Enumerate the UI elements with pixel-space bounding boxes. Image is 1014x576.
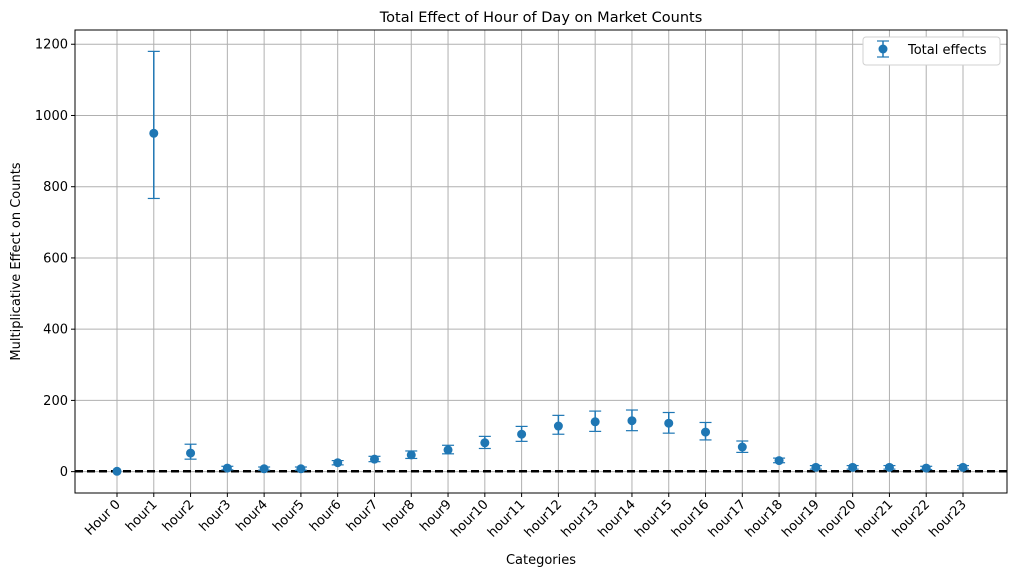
data-point bbox=[186, 448, 196, 458]
x-tick-label: hour7 bbox=[344, 497, 382, 535]
data-point bbox=[958, 462, 968, 472]
x-tick-label: hour13 bbox=[559, 497, 602, 540]
plot-area-border bbox=[74, 29, 1008, 494]
data-point bbox=[296, 464, 306, 474]
y-tick-label: 1200 bbox=[35, 38, 68, 53]
x-tick-label: hour18 bbox=[743, 497, 786, 540]
data-point bbox=[774, 456, 784, 466]
y-axis-label: Multiplicative Effect on Counts bbox=[9, 162, 24, 360]
x-tick-label: hour12 bbox=[522, 497, 565, 540]
x-tick-label: hour15 bbox=[632, 497, 675, 540]
x-tick-label: Hour 0 bbox=[82, 497, 124, 539]
data-point bbox=[517, 429, 527, 439]
x-tick-label: hour21 bbox=[853, 497, 896, 540]
x-tick-label: hour10 bbox=[448, 497, 491, 540]
legend-entry-total-effects: Total effects bbox=[907, 43, 987, 58]
y-tick-label: 0 bbox=[60, 465, 68, 480]
x-tick-label: hour11 bbox=[485, 497, 528, 540]
legend: Total effects bbox=[862, 36, 1001, 66]
y-tick-label: 200 bbox=[43, 394, 68, 409]
data-point bbox=[112, 466, 122, 476]
y-tick-label: 400 bbox=[43, 323, 68, 338]
x-tick-label: hour16 bbox=[669, 497, 712, 540]
data-point bbox=[406, 450, 416, 460]
data-point bbox=[369, 454, 379, 464]
data-point bbox=[222, 463, 232, 473]
x-tick-label: hour17 bbox=[706, 497, 749, 540]
data-point bbox=[921, 463, 931, 473]
data-point bbox=[627, 416, 637, 426]
data-point bbox=[590, 417, 600, 427]
y-tick-label: 800 bbox=[43, 180, 68, 195]
x-tick-label: hour23 bbox=[926, 497, 969, 540]
chart-title: Total Effect of Hour of Day on Market Co… bbox=[379, 10, 703, 26]
x-tick-label: hour20 bbox=[816, 497, 859, 540]
x-tick-label: hour8 bbox=[381, 497, 419, 535]
data-point bbox=[664, 418, 674, 428]
data-point bbox=[443, 445, 453, 455]
y-tick-label: 600 bbox=[43, 251, 68, 266]
data-point bbox=[884, 462, 894, 472]
data-point bbox=[848, 462, 858, 472]
x-tick-label: hour4 bbox=[233, 497, 271, 535]
legend-marker bbox=[877, 40, 889, 58]
x-tick-label: hour2 bbox=[160, 497, 198, 535]
data-point bbox=[811, 462, 821, 472]
data-point bbox=[480, 438, 490, 448]
data-point bbox=[259, 464, 269, 474]
data-point bbox=[737, 442, 747, 452]
data-point bbox=[149, 128, 159, 138]
x-tick-label: hour19 bbox=[779, 497, 822, 540]
x-axis-label: Categories bbox=[506, 553, 576, 568]
x-tick-label: hour22 bbox=[890, 497, 933, 540]
y-tick-label: 1000 bbox=[35, 109, 68, 124]
data-point bbox=[333, 458, 343, 468]
x-tick-label: hour1 bbox=[123, 497, 161, 535]
legend-box bbox=[862, 36, 1001, 66]
marks-layer bbox=[112, 50, 969, 476]
x-tick-label: hour14 bbox=[595, 497, 638, 540]
legend-point bbox=[878, 44, 888, 54]
x-tick-label: hour6 bbox=[307, 497, 345, 535]
x-tick-label: hour3 bbox=[197, 497, 235, 535]
grid-layer bbox=[75, 30, 1007, 493]
x-tick-label: hour5 bbox=[270, 497, 308, 535]
ticks-layer: Hour 0 hour1 hour2 hour3 hour4 hour5 hour6 hour… bbox=[35, 38, 970, 541]
data-point bbox=[701, 427, 711, 437]
data-point bbox=[553, 421, 563, 431]
